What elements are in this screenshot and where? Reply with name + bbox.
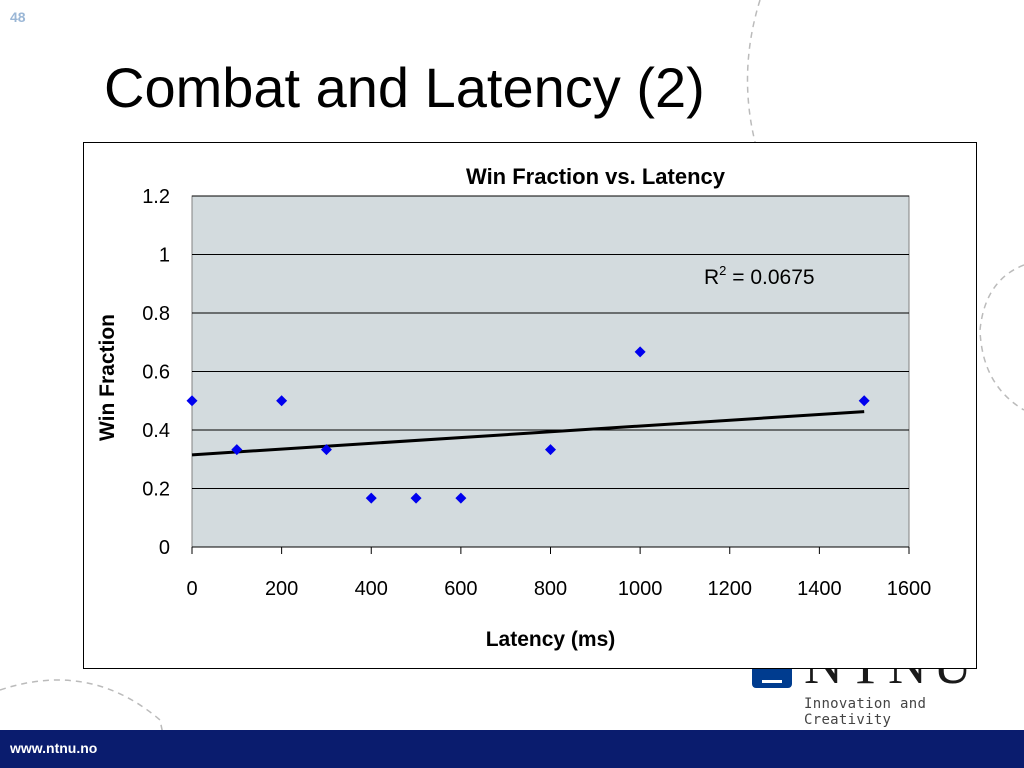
data-point: [320, 444, 332, 456]
linear-trendline: [191, 410, 865, 457]
chart-title: Win Fraction vs. Latency: [466, 164, 726, 189]
data-point: [634, 346, 646, 358]
y-axis-tick-labels: 0 0.2 0.4 0.6 0.8 1 1.2: [142, 186, 170, 559]
y-tick-label: 1.2: [142, 186, 170, 208]
slide-title: Combat and Latency (2): [104, 56, 705, 119]
x-axis-tick-labels: 0 200 400 600 800 1000 1200 1400 1600: [186, 578, 931, 600]
y-tick-label: 0.4: [142, 420, 170, 442]
r-squared-label: R2 = 0.0675: [704, 263, 815, 289]
y-axis-title: Win Fraction: [96, 314, 119, 441]
data-point: [858, 395, 870, 407]
y-tick-label: 0.8: [142, 303, 170, 325]
data-point: [455, 492, 467, 504]
data-point: [545, 444, 556, 456]
data-point: [276, 395, 288, 407]
scatter-chart: 0 0.2 0.4 0.6 0.8 1 1.2 0 200 400 600 800 1000 1200 1…: [96, 164, 931, 651]
data-point: [231, 444, 243, 456]
y-tick-label: 0.2: [142, 479, 170, 501]
x-tick-label: 1000: [618, 578, 663, 600]
data-point: [365, 492, 377, 504]
x-tick-label: 800: [534, 578, 567, 600]
data-point: [410, 492, 422, 504]
x-tick-label: 400: [355, 578, 388, 600]
x-tick-label: 1200: [708, 578, 753, 600]
x-tick-label: 200: [265, 578, 298, 600]
r2-prefix: R: [704, 266, 719, 289]
x-tick-label: 1600: [887, 578, 932, 600]
y-tick-label: 0: [159, 537, 170, 559]
x-axis-ticks: [191, 547, 910, 554]
data-point: [186, 395, 198, 407]
grid-lines: [192, 195, 909, 489]
y-tick-label: 1: [159, 245, 170, 267]
x-tick-label: 0: [186, 578, 197, 600]
chart-container: 0 0.2 0.4 0.6 0.8 1 1.2 0 200 400 600 800 1000 1200 1…: [83, 142, 977, 669]
x-tick-label: 1400: [797, 578, 842, 600]
slide-number: 48: [10, 9, 26, 25]
data-points: [186, 346, 870, 504]
r2-value: = 0.0675: [726, 266, 814, 289]
x-axis-title: Latency (ms): [486, 628, 616, 651]
y-tick-label: 0.6: [142, 362, 170, 384]
x-tick-label: 600: [444, 578, 477, 600]
footer-url: www.ntnu.no: [10, 740, 98, 756]
logo-tagline: Innovation and Creativity: [804, 696, 927, 728]
r2-superscript: 2: [719, 263, 726, 278]
footer-bar: www.ntnu.no: [0, 730, 1024, 768]
